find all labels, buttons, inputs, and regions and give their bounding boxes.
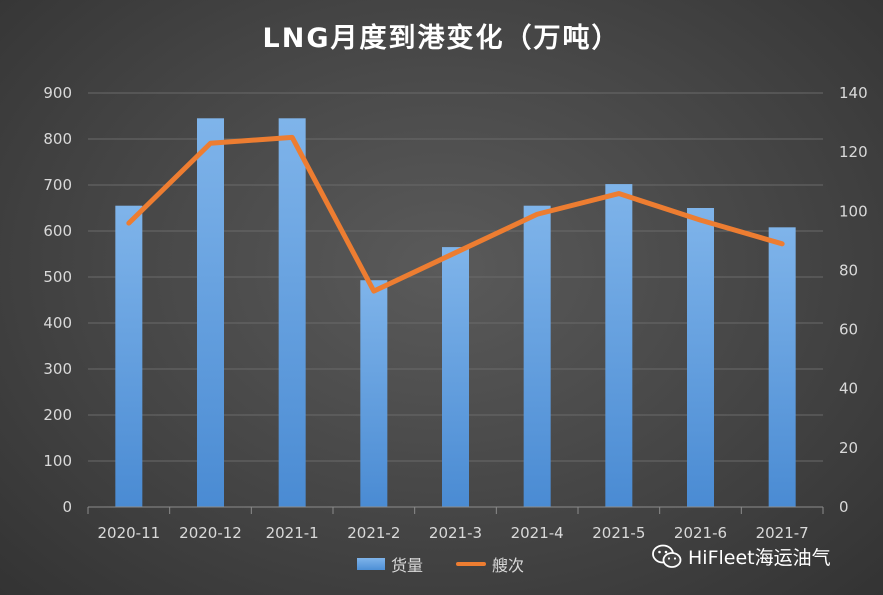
legend-bar-swatch bbox=[357, 558, 385, 570]
bar bbox=[687, 208, 714, 507]
y-left-tick-label: 0 bbox=[62, 498, 72, 516]
y-left-tick-label: 700 bbox=[43, 176, 72, 194]
x-tick-label: 2021-3 bbox=[429, 524, 482, 542]
y-left-tick-label: 200 bbox=[43, 406, 72, 424]
y-left-tick-label: 900 bbox=[43, 84, 72, 102]
y-right-tick-label: 100 bbox=[839, 202, 868, 220]
bar bbox=[278, 118, 306, 508]
y-right-tick-label: 140 bbox=[839, 84, 868, 102]
x-tick-label: 2021-4 bbox=[511, 524, 564, 542]
x-tick-label: 2020-12 bbox=[179, 524, 242, 542]
x-tick-label: 2021-7 bbox=[756, 524, 809, 542]
line-point bbox=[290, 135, 294, 139]
chart-title: LNG月度到港变化（万吨） bbox=[262, 23, 621, 54]
legend-line-swatch bbox=[456, 562, 486, 566]
bar bbox=[115, 205, 143, 507]
x-tick-label: 2020-11 bbox=[97, 524, 160, 542]
y-right-tick-label: 80 bbox=[839, 261, 858, 279]
legend-label-line: 艘次 bbox=[492, 556, 525, 575]
x-tick-label: 2021-5 bbox=[592, 524, 645, 542]
bar bbox=[523, 205, 551, 507]
y-right-tick-label: 60 bbox=[839, 321, 858, 339]
y-left-tick-label: 100 bbox=[43, 452, 72, 470]
y-right-tick-label: 20 bbox=[839, 439, 858, 457]
y-left-tick-label: 800 bbox=[43, 130, 72, 148]
legend-item-bar: 货量 bbox=[357, 552, 423, 576]
y-left-tick-label: 500 bbox=[43, 268, 72, 286]
bar-series bbox=[115, 118, 796, 508]
line-point bbox=[127, 221, 131, 225]
line-series bbox=[126, 134, 785, 294]
y-left-tick-label: 600 bbox=[43, 222, 72, 240]
line-point bbox=[535, 212, 539, 216]
bar bbox=[768, 227, 796, 507]
bar bbox=[197, 118, 224, 508]
line-point bbox=[617, 192, 621, 196]
x-tick-label: 2021-6 bbox=[674, 524, 727, 542]
y-right-tick-label: 40 bbox=[839, 380, 858, 398]
y-right-tick-label: 120 bbox=[839, 143, 868, 161]
legend-label-bar: 货量 bbox=[391, 556, 424, 575]
axes: 0 100 200 300 400 500 600 700 800 900 0 20 40 60 80 100… bbox=[43, 84, 867, 542]
y-left-tick-label: 400 bbox=[43, 314, 72, 332]
watermark: HiFleet海运油气 bbox=[652, 543, 831, 570]
line-point bbox=[780, 242, 784, 246]
line-point bbox=[699, 218, 702, 222]
bar bbox=[360, 280, 388, 507]
y-right-tick-label: 0 bbox=[839, 498, 849, 516]
line-point bbox=[209, 141, 212, 145]
legend-item-line: 艘次 bbox=[456, 552, 524, 576]
watermark-text: HiFleet海运油气 bbox=[688, 547, 831, 569]
x-tick-label: 2021-1 bbox=[266, 524, 319, 542]
x-tick-label: 2021-2 bbox=[347, 524, 400, 542]
y-left-tick-label: 300 bbox=[43, 360, 72, 378]
bar bbox=[442, 247, 469, 507]
wechat-icon bbox=[652, 544, 682, 568]
legend: 货量 艘次 bbox=[0, 552, 883, 576]
bar bbox=[605, 184, 633, 507]
line-point bbox=[372, 289, 376, 293]
line-point bbox=[454, 251, 457, 255]
